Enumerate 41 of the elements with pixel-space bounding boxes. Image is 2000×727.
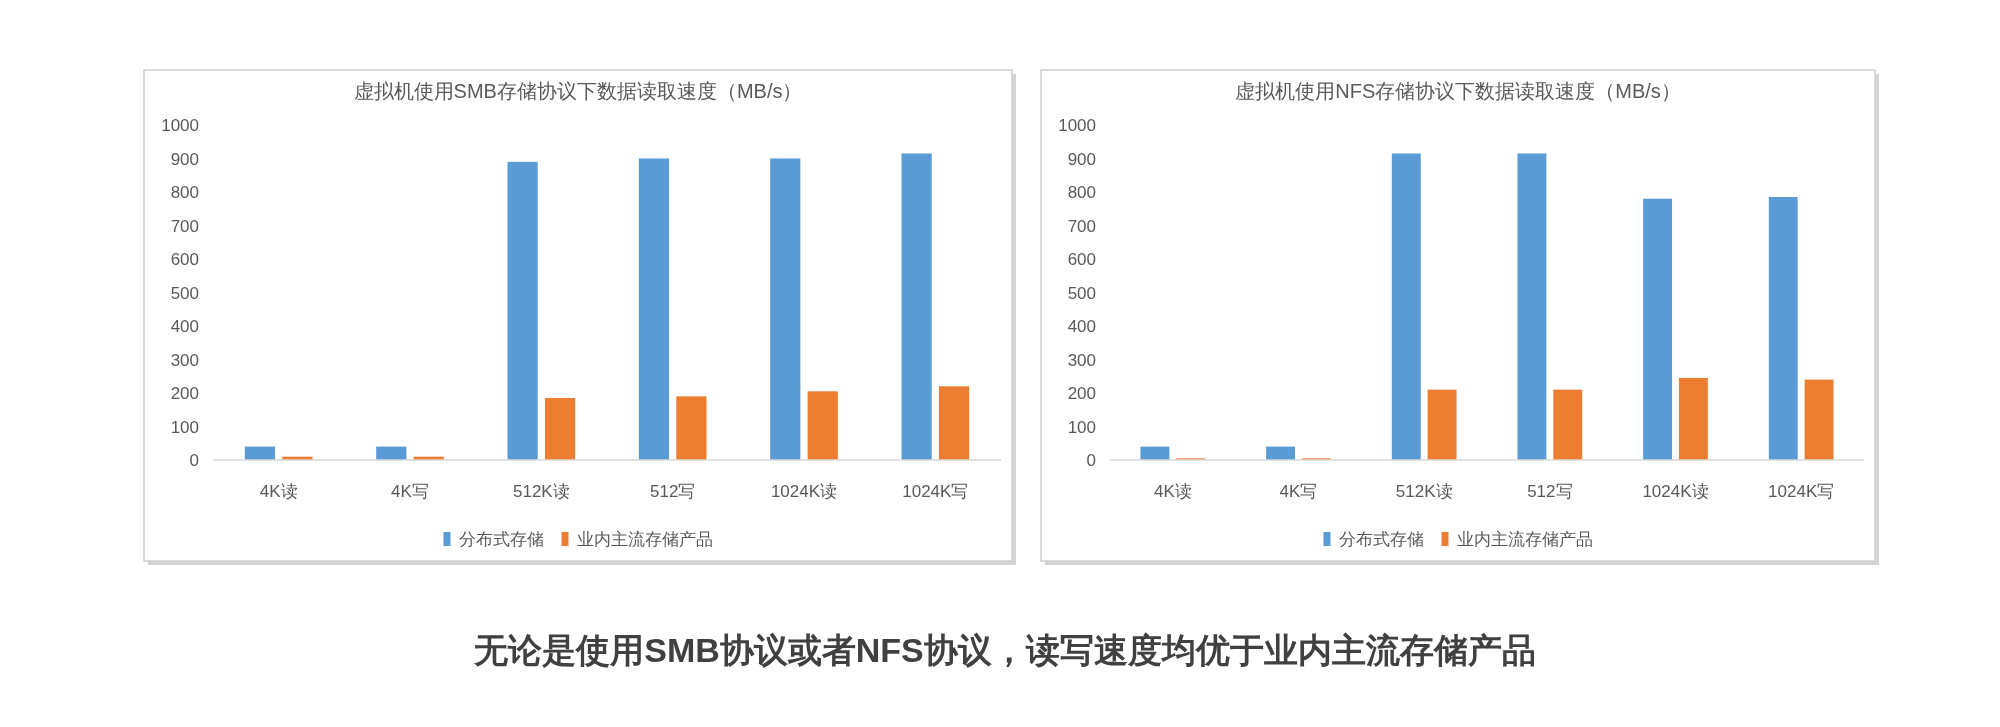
y-tick-label: 0 [1086, 451, 1096, 470]
legend-label: 分布式存储 [1338, 530, 1424, 549]
x-tick-label: 4K写 [1279, 482, 1318, 501]
y-tick-label: 600 [170, 250, 199, 269]
y-tick-label: 500 [1067, 283, 1096, 303]
y-tick-label: 800 [170, 183, 199, 202]
y-tick-label: 300 [1067, 350, 1096, 370]
x-tick-label: 1024K读 [770, 482, 838, 501]
y-tick-label: 700 [170, 216, 199, 236]
x-tick-label: 1024K写 [1768, 482, 1835, 501]
y-tick-label: 200 [170, 384, 199, 403]
y-tick-label: 800 [1067, 183, 1096, 202]
y-tick-label: 0 [189, 451, 199, 470]
legend-label: 分布式存储 [458, 530, 544, 549]
y-tick-label: 900 [1067, 149, 1096, 169]
x-tick-label: 4K读 [1153, 482, 1192, 501]
x-tick-label: 4K写 [391, 482, 429, 501]
y-tick-label: 400 [170, 317, 199, 336]
x-tick-label: 512写 [1527, 482, 1573, 501]
y-tick-label: 300 [170, 350, 199, 370]
y-tick-label: 600 [1067, 250, 1096, 269]
y-tick-label: 200 [1067, 384, 1096, 403]
x-tick-label: 4K读 [259, 482, 298, 501]
y-tick-label: 100 [1067, 417, 1096, 437]
legend-label: 业内主流存储产品 [576, 530, 713, 549]
x-tick-label: 1024K写 [902, 482, 969, 501]
x-tick-label: 1024K读 [1642, 482, 1709, 501]
y-tick-label: 1000 [161, 116, 199, 135]
x-tick-label: 512写 [649, 482, 696, 501]
y-tick-label: 900 [170, 149, 199, 169]
chart-title: 虚拟机使用SMB存储协议下数据读取速度（MB/s） [353, 80, 803, 102]
y-tick-label: 700 [1067, 216, 1096, 236]
y-tick-label: 400 [1067, 317, 1096, 336]
text: 无论是使用SMB协议或者NFS协议，读写速度均优于业内主流存储产品 [473, 631, 1536, 669]
chart-title: 虚拟机使用NFS存储协议下数据读取速度（MB/s） [1235, 80, 1681, 102]
x-tick-label: 512K读 [512, 482, 570, 501]
legend-label: 业内主流存储产品 [1456, 530, 1593, 549]
y-tick-label: 500 [170, 283, 199, 303]
y-tick-label: 1000 [1058, 116, 1096, 135]
y-tick-label: 100 [170, 417, 199, 437]
x-tick-label: 512K读 [1395, 482, 1453, 501]
